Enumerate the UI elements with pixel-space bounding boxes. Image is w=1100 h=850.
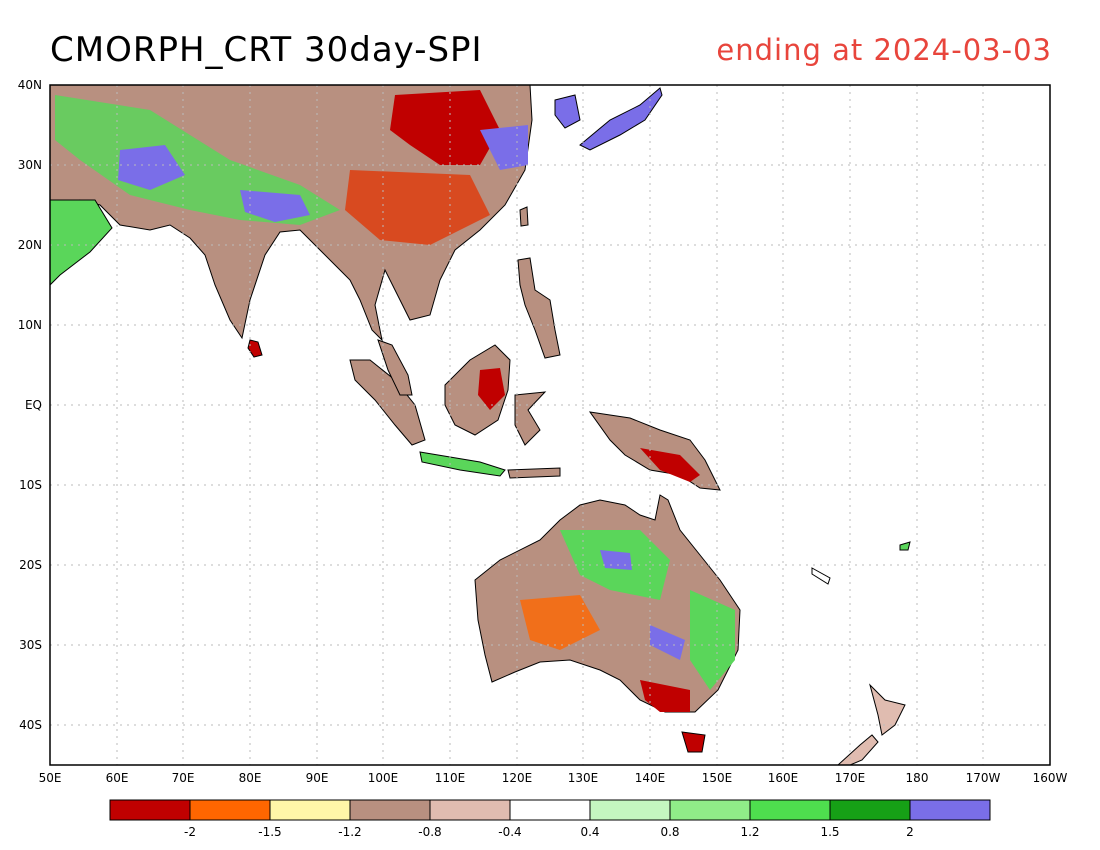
sumatra xyxy=(349,359,426,446)
lon-label: 150E xyxy=(702,771,733,785)
map-frame xyxy=(49,84,1051,766)
australia-drought-southeast xyxy=(640,680,690,712)
lon-label: 170W xyxy=(966,771,1001,785)
taiwan xyxy=(519,206,529,227)
se-china-drought-zone xyxy=(345,170,490,245)
lesser-sunda xyxy=(507,467,561,479)
lon-label: 60E xyxy=(106,771,129,785)
map-gridlines xyxy=(50,85,1050,765)
lon-label: 70E xyxy=(172,771,195,785)
map-title: CMORPH_CRT 30day-SPI xyxy=(50,30,483,70)
fiji xyxy=(899,541,911,551)
legend-swatch xyxy=(669,799,751,821)
lon-label: 90E xyxy=(306,771,329,785)
legend-swatch xyxy=(589,799,671,821)
lat-label: 30S xyxy=(19,638,42,652)
legend-label: -2 xyxy=(184,825,196,839)
legend-swatch xyxy=(109,799,191,821)
borneo-drought-patch xyxy=(478,368,505,410)
lat-label: 20N xyxy=(18,238,42,252)
legend-label: -0.8 xyxy=(418,825,441,839)
new-zealand-south xyxy=(837,734,879,765)
korea xyxy=(554,94,581,129)
lon-label: 170E xyxy=(835,771,866,785)
lon-label: 160W xyxy=(1033,771,1068,785)
philippines xyxy=(517,257,561,359)
lon-label: 180 xyxy=(906,771,929,785)
lat-label: 40S xyxy=(19,718,42,732)
tasmania xyxy=(681,731,706,753)
java xyxy=(419,451,506,477)
australia-very-wet-north xyxy=(600,550,632,570)
legend-swatch xyxy=(749,799,831,821)
lon-label: 80E xyxy=(239,771,262,785)
australia-drought-central xyxy=(520,595,600,650)
color-legend: -2 -1.5 -1.2 -0.8 -0.4 0.4 0.8 1.2 1.5 2 xyxy=(109,799,991,839)
legend-label: 1.2 xyxy=(740,825,759,839)
lat-label: 30N xyxy=(18,158,42,172)
lon-label: 100E xyxy=(368,771,399,785)
new-caledonia xyxy=(811,567,831,585)
land-regions xyxy=(50,85,911,765)
legend-label: -0.4 xyxy=(498,825,521,839)
asia-very-wet-zone xyxy=(118,145,185,190)
new-zealand-north xyxy=(869,683,906,736)
legend-label: 0.8 xyxy=(660,825,679,839)
legend-label: 1.5 xyxy=(820,825,839,839)
legend-label: 0.4 xyxy=(580,825,599,839)
legend-swatch xyxy=(349,799,431,821)
map-date-subtitle: ending at 2024-03-03 xyxy=(716,33,1052,67)
australia-wet-east xyxy=(690,590,735,690)
lat-label: 40N xyxy=(18,78,42,92)
australia xyxy=(474,494,741,713)
latitude-labels: 40N 30N 20N 10N EQ 10S 20S 30S 40S xyxy=(18,78,42,732)
sulawesi xyxy=(514,391,547,446)
legend-swatch xyxy=(509,799,591,821)
legend-swatch xyxy=(429,799,511,821)
lon-label: 140E xyxy=(635,771,666,785)
tibet-very-wet-zone xyxy=(240,190,310,222)
legend-swatch xyxy=(829,799,911,821)
lat-label: 10N xyxy=(18,318,42,332)
china-drought-zone xyxy=(390,90,500,165)
lat-label: 20S xyxy=(19,558,42,572)
lon-label: 50E xyxy=(39,771,62,785)
legend-label: -1.2 xyxy=(338,825,361,839)
east-china-wet-zone xyxy=(480,125,528,170)
legend-swatch xyxy=(189,799,271,821)
legend-swatch xyxy=(909,799,991,821)
lon-label: 130E xyxy=(568,771,599,785)
lon-label: 120E xyxy=(502,771,533,785)
lon-label: 160E xyxy=(768,771,799,785)
longitude-labels: 50E 60E 70E 80E 90E 100E 110E 120E 130E … xyxy=(39,771,1068,785)
australia-very-wet-east xyxy=(650,625,685,660)
arabia xyxy=(50,199,113,286)
legend-swatch xyxy=(269,799,351,821)
legend-label: -1.5 xyxy=(258,825,281,839)
japan xyxy=(579,87,663,151)
legend-label: 2 xyxy=(906,825,914,839)
lon-label: 110E xyxy=(435,771,466,785)
new-guinea-drought-patch xyxy=(640,448,700,482)
lat-label: 10S xyxy=(19,478,42,492)
lat-label: EQ xyxy=(25,398,42,412)
malay-peninsula xyxy=(377,339,413,396)
sri-lanka xyxy=(247,339,263,358)
